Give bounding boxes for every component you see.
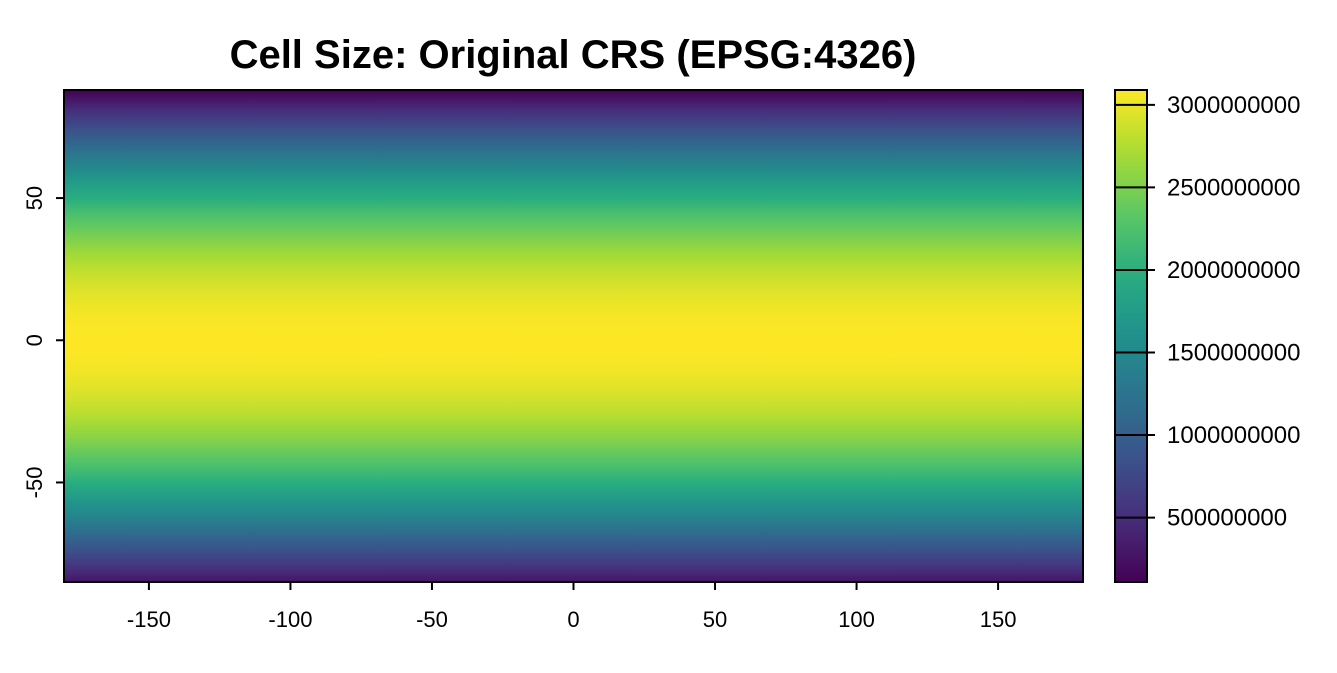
x-tick-label: 100: [838, 607, 875, 632]
legend-tick-label: 500000000: [1167, 505, 1287, 532]
x-tick-label: 50: [703, 607, 727, 632]
x-tick-label: -150: [127, 607, 171, 632]
x-axis: -150 -100 -50 0 50 100 150: [127, 581, 1017, 632]
raster-heatmap: [64, 90, 1083, 582]
legend-tick-label: 2500000000: [1167, 174, 1300, 201]
y-axis: -50 0 50: [22, 186, 65, 499]
x-tick-label: 150: [980, 607, 1017, 632]
legend-tick-label: 2000000000: [1167, 257, 1300, 284]
y-tick-label: 0: [22, 334, 47, 346]
x-tick-label: -50: [416, 607, 448, 632]
legend-tick-label: 1000000000: [1167, 422, 1300, 449]
legend-tick-label: 1500000000: [1167, 340, 1300, 367]
color-legend-ticks: 500000000 1000000000 1500000000 2000000000 2…: [1115, 92, 1300, 532]
y-tick-label: -50: [22, 467, 47, 499]
chart-title: Cell Size: Original CRS (EPSG:4326): [230, 33, 917, 77]
y-tick-label: 50: [22, 186, 47, 210]
x-tick-label: -100: [268, 607, 312, 632]
legend-tick-label: 3000000000: [1167, 92, 1300, 119]
color-legend-bar: [1114, 89, 1148, 583]
x-tick-label: 0: [567, 607, 579, 632]
